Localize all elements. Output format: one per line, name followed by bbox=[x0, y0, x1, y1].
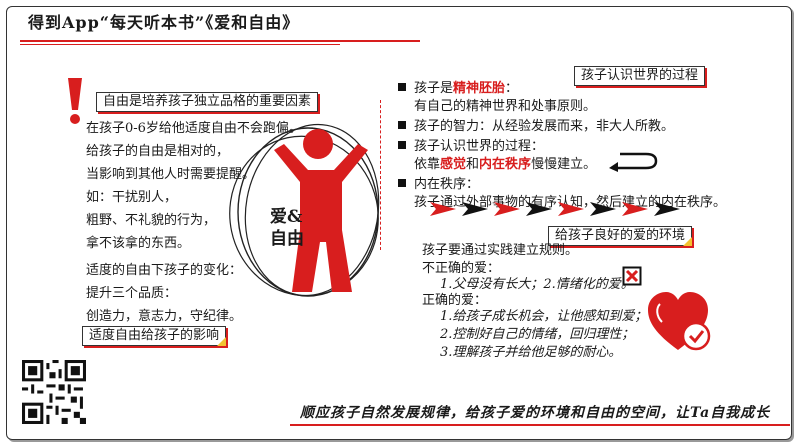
bullet-3-suffix: 慢慢建立。 bbox=[531, 157, 597, 172]
chevron-arrow-row bbox=[430, 202, 680, 216]
bullet-marker bbox=[398, 83, 406, 91]
bullet-3: 孩子认识世界的过程： bbox=[398, 138, 726, 156]
left-bottom-line-3: 创造力，意志力，守纪律。 bbox=[86, 309, 243, 324]
bullet-4-line-2: 孩子通过外部事物的有序认知，然后建立的内在秩序。 bbox=[414, 195, 727, 210]
chevron-arrow-icon-4 bbox=[526, 202, 552, 216]
right-love-items: 1.给孩子成长机会，让他感知到爱； 2.控制好自己的情绪，回归理性； 3.理解孩… bbox=[440, 308, 647, 362]
tag-world-cognition: 孩子认识世界的过程 bbox=[574, 66, 706, 86]
bullet-3-text: 孩子认识世界的过程： bbox=[414, 139, 545, 154]
bullet-1-highlight: 精神胚胎 bbox=[453, 81, 506, 96]
left-bottom-line-2: 提升三个品质： bbox=[86, 286, 178, 301]
center-emblem bbox=[229, 123, 380, 297]
page-frame bbox=[6, 6, 792, 440]
left-line-5: 粗野、不礼貌的行为， bbox=[86, 213, 217, 228]
right-love-item-1: 1.给孩子成长机会，让他感知到爱； bbox=[440, 309, 648, 324]
chevron-arrow-icon-3 bbox=[494, 202, 520, 216]
right-bullets: 孩子是精神胚胎： 有自己的精神世界和处事原则。 孩子的智力：从经验发展而来，非大… bbox=[398, 80, 726, 212]
tag-world-cognition-text: 孩子认识世界的过程 bbox=[581, 68, 699, 83]
left-line-2: 给孩子的自由是相对的， bbox=[86, 144, 230, 159]
bullet-marker bbox=[398, 179, 406, 187]
chevron-arrow-icon-1 bbox=[430, 202, 456, 216]
heart-check-icon bbox=[648, 292, 711, 351]
bullet-1: 孩子是精神胚胎： bbox=[398, 80, 726, 98]
page-title: 得到App“每天听本书”《爱和自由》 bbox=[28, 13, 300, 32]
tag-freedom-importance: 自由是培养孩子独立品格的重要因素 bbox=[96, 92, 319, 112]
bullet-4-text: 内在秩序： bbox=[414, 177, 480, 192]
bullet-1-prefix: 孩子是 bbox=[414, 81, 454, 96]
left-line-3: 当影响到其他人时需要提醒。 bbox=[86, 167, 256, 182]
bullet-1-suffix: ： bbox=[505, 81, 519, 96]
tag-corner bbox=[683, 237, 693, 246]
right-love-item-2: 2.控制好自己的情绪，回归理性； bbox=[440, 327, 635, 342]
tag-love-environment-text: 给孩子良好的爱的环境 bbox=[555, 228, 686, 243]
wrong-love-items: 1.父母没有长大；2.情绪化的爱。 bbox=[440, 277, 634, 292]
bullet-2: 孩子的智力：从经验发展而来，非大人所教。 bbox=[398, 118, 726, 136]
left-line-1: 在孩子0-6岁给他适度自由不会跑偏。 bbox=[86, 121, 302, 136]
title-underline bbox=[20, 40, 420, 42]
left-top-text: 在孩子0-6岁给他适度自由不会跑偏。 给孩子的自由是相对的， 当影响到其他人时需… bbox=[86, 120, 302, 253]
qr-code-icon bbox=[22, 360, 86, 424]
bottom-underline bbox=[290, 424, 790, 426]
right-love-item-3: 3.理解孩子并给他足够的耐心。 bbox=[440, 345, 622, 360]
center-label-line-1: 爱& bbox=[270, 207, 303, 227]
wrong-love-title: 不正确的爱： bbox=[422, 261, 501, 276]
chevron-arrow-icon-8 bbox=[654, 202, 680, 216]
bottom-banner: 顺应孩子自然发展规律，给孩子爱的环境和自由的空间，让Ta自我成长 bbox=[300, 405, 771, 421]
bullet-marker bbox=[398, 141, 406, 149]
chevron-arrow-icon-6 bbox=[590, 202, 616, 216]
left-bottom-line-1: 适度的自由下孩子的变化： bbox=[86, 263, 243, 278]
tag-freedom-importance-text: 自由是培养孩子独立品格的重要因素 bbox=[103, 94, 312, 109]
left-bottom-text: 适度的自由下孩子的变化： 提升三个品质： 创造力，意志力，守纪律。 bbox=[86, 262, 242, 326]
bullet-3-line-2: 依靠感觉和内在秩序慢慢建立。 bbox=[414, 156, 726, 174]
bullet-3-prefix: 依靠 bbox=[414, 157, 441, 172]
tag-freedom-effect-text: 适度自由给孩子的影响 bbox=[89, 328, 220, 343]
right-love-title: 正确的爱： bbox=[422, 293, 488, 308]
chevron-arrow-icon-5 bbox=[558, 202, 584, 216]
bullet-1-line-2: 有自己的精神世界和处事原则。 bbox=[414, 99, 597, 114]
center-label: 爱& 自由 bbox=[270, 206, 304, 250]
x-box-icon bbox=[622, 266, 642, 286]
person-icon bbox=[274, 129, 368, 292]
env-text-1: 孩子要通过实践建立规则。 bbox=[422, 243, 579, 258]
bullet-2-text: 孩子的智力：从经验发展而来，非大人所教。 bbox=[414, 119, 675, 134]
center-label-line-2: 自由 bbox=[270, 229, 304, 249]
bullet-4: 内在秩序： bbox=[398, 176, 726, 194]
dashed-separator bbox=[380, 100, 381, 250]
left-line-6: 拿不该拿的东西。 bbox=[86, 236, 191, 251]
tag-corner bbox=[217, 337, 227, 346]
bullet-marker bbox=[398, 121, 406, 129]
title-underline-2 bbox=[20, 44, 340, 45]
bullet-3-mid: 和 bbox=[466, 157, 480, 172]
exclamation-icon bbox=[68, 78, 82, 124]
return-arrow-icon bbox=[609, 152, 658, 172]
tag-freedom-effect: 适度自由给孩子的影响 bbox=[82, 326, 227, 346]
bullet-3-highlight-1: 感觉 bbox=[440, 157, 467, 172]
left-line-4: 如：干扰别人， bbox=[86, 190, 178, 205]
tag-love-environment: 给孩子良好的爱的环境 bbox=[548, 226, 693, 246]
chevron-arrow-icon-7 bbox=[622, 202, 648, 216]
chevron-arrow-icon-2 bbox=[462, 202, 488, 216]
bullet-3-highlight-2: 内在秩序 bbox=[479, 157, 532, 172]
